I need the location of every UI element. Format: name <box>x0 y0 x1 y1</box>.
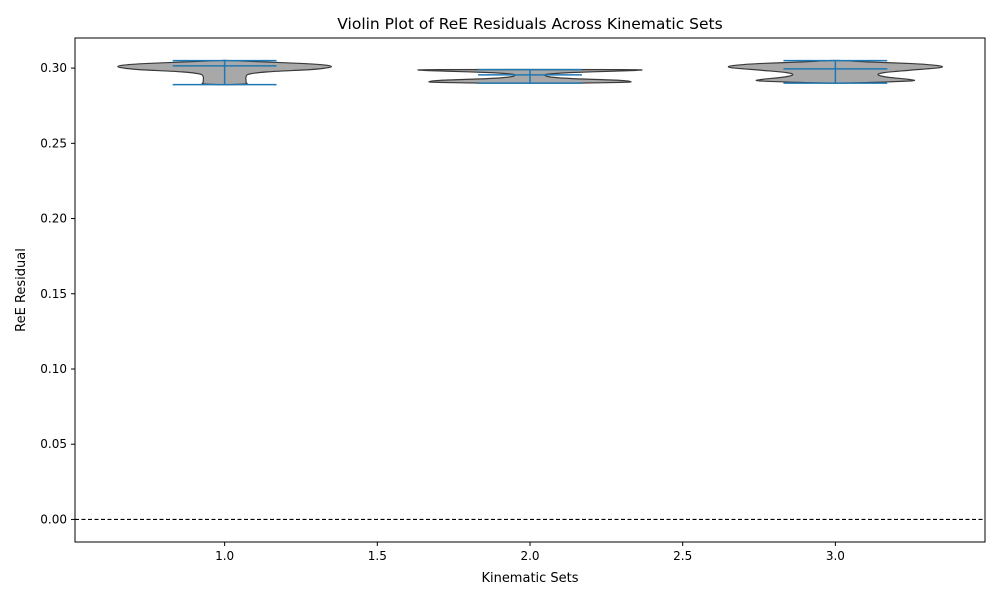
y-tick-label-1: 0.00 <box>40 512 67 526</box>
x-tick-label-1: 1.0 <box>215 549 234 563</box>
x-tick-label-2: 1.5 <box>368 549 387 563</box>
x-axis-label: Kinematic Sets <box>481 571 578 586</box>
x-tick-label-5: 3.0 <box>826 549 845 563</box>
y-axis: 0.00 0.05 0.10 0.15 0.20 0.25 0.30 <box>40 61 75 526</box>
x-tick-label-4: 2.5 <box>673 549 692 563</box>
y-tick-label-2: 0.05 <box>40 437 67 451</box>
y-axis-label: ReE Residual <box>14 248 29 332</box>
x-axis: 1.0 1.5 2.0 2.5 3.0 <box>215 542 845 563</box>
plot-frame <box>74 37 986 543</box>
chart-title: Violin Plot of ReE Residuals Across Kine… <box>337 15 722 33</box>
y-tick-label-7: 0.30 <box>40 61 67 75</box>
x-tick-label-3: 2.0 <box>520 549 539 563</box>
plot-area <box>75 59 985 521</box>
y-tick-label-4: 0.15 <box>40 287 67 301</box>
y-tick-label-6: 0.25 <box>40 136 67 150</box>
y-tick-label-5: 0.20 <box>40 212 67 226</box>
y-tick-label-3: 0.10 <box>40 362 67 376</box>
